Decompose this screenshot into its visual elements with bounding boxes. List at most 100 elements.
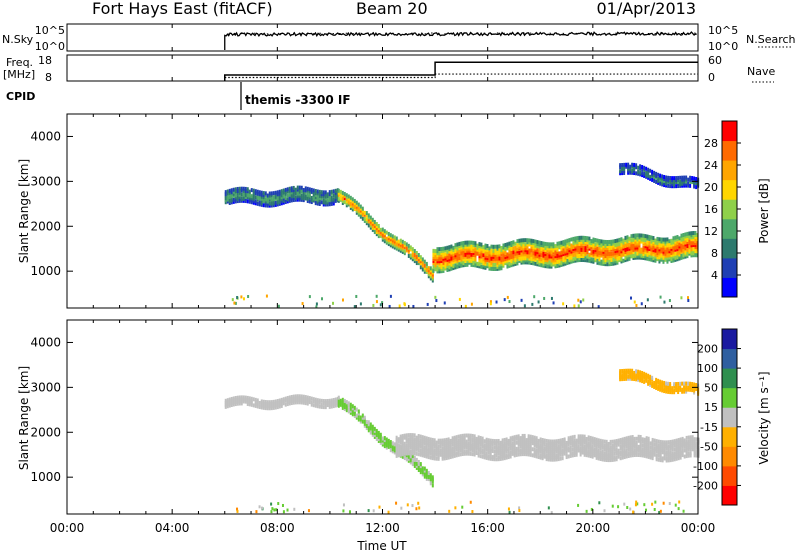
vel-echo-cell [599, 452, 602, 457]
vel-echo-cell [535, 438, 538, 443]
power-echo-cell [282, 194, 285, 199]
vel-echo-cell [507, 446, 510, 451]
vel-echo-cell [621, 449, 624, 454]
vel-echo-cell [629, 445, 632, 450]
power-echo-cell [632, 256, 635, 261]
vel-echo-cell [535, 454, 538, 459]
power-echo-cell [663, 179, 666, 184]
power-echo-cell [486, 264, 489, 269]
vel-echo-cell [457, 450, 460, 455]
vel-echo-cell [635, 450, 638, 455]
vel-echo-cell [507, 442, 510, 447]
vel-echo-cell [493, 455, 496, 460]
vel-echo-cell [639, 453, 642, 458]
vel-echo-cell [605, 445, 608, 450]
power-echo-cell [260, 194, 263, 199]
vel-echo-cell [603, 457, 606, 462]
vel-echo-cell [675, 450, 678, 455]
vel-echo-cell [547, 453, 550, 458]
vel-echo-cell [437, 440, 440, 445]
vel-echo-cell [627, 370, 630, 375]
x-axis-label: Time UT [356, 539, 407, 553]
power-echo-cell [631, 170, 634, 175]
power-echo-cell [411, 255, 414, 260]
power-echo-cell [560, 240, 563, 245]
power-echo-cell [373, 219, 376, 224]
vel-echo-cell [567, 448, 570, 453]
vel-echo-cell [643, 373, 646, 378]
power-echo-cell [679, 179, 682, 184]
power-echo-cell [647, 171, 650, 176]
vel-echo-cell [250, 402, 253, 407]
power-echo-cell [474, 249, 477, 254]
vel-echo-cell [615, 443, 618, 448]
vel-echo-cell [415, 445, 418, 450]
vel-echo-cell [431, 477, 434, 482]
vel-echo-cell [445, 445, 448, 450]
vel-echo-cell [601, 451, 604, 456]
power-echo-cell [627, 166, 630, 171]
vel-echo-cell [499, 452, 502, 457]
power-echo-cell [518, 258, 521, 263]
power-echo-cell [672, 254, 675, 259]
power-echo-cell [440, 267, 443, 272]
vel-echo-cell [653, 438, 656, 443]
vel-echo-cell [553, 451, 556, 456]
power-echo-cell [647, 167, 650, 172]
power-echo-cell [341, 201, 344, 206]
vel-echo-cell [673, 439, 676, 444]
power-echo-cell [330, 197, 333, 202]
power-echo-cell [662, 245, 665, 250]
power-echo-cell [434, 253, 437, 258]
power-echo-cell [377, 226, 380, 231]
power-echo-cell [570, 257, 573, 262]
vel-echo-cell [515, 452, 518, 457]
power-echo-cell [421, 257, 424, 262]
power-echo-cell [260, 200, 263, 205]
power-echo-cell [672, 242, 675, 247]
power-echo-cell [456, 244, 459, 249]
power-echo-cell [686, 254, 689, 259]
power-echo-cell [258, 200, 261, 205]
power-echo-cell [306, 198, 309, 203]
power-scatter-cell [308, 295, 311, 299]
power-echo-cell [264, 193, 267, 198]
vel-echo-cell [587, 449, 590, 454]
vel-echo-cell [487, 448, 490, 453]
vel-echo-cell [425, 472, 428, 477]
vel-echo-cell [226, 398, 229, 403]
velocity-ylabel: Slant Range [km] [17, 366, 31, 470]
power-echo-cell [534, 247, 537, 252]
vel-echo-cell [569, 441, 572, 446]
power-echo-cell [542, 259, 545, 264]
vel-echo-cell [405, 445, 408, 450]
vel-echo-cell [427, 475, 430, 480]
power-echo-cell [544, 258, 547, 263]
freq-trace [224, 61, 698, 81]
power-echo-cell [675, 178, 678, 183]
vel-echo-cell [545, 457, 548, 462]
power-echo-cell [432, 250, 435, 255]
vel-echo-cell [613, 445, 616, 450]
vel-scatter-cell [395, 501, 398, 505]
vel-echo-cell [495, 457, 498, 462]
power-echo-cell [522, 254, 525, 259]
vel-echo-cell [499, 442, 502, 447]
vel-echo-cell [675, 454, 678, 459]
power-echo-cell [576, 238, 579, 243]
vel-echo-cell [601, 455, 604, 460]
power-echo-cell [468, 252, 471, 257]
vel-echo-cell [509, 454, 512, 459]
vel-echo-cell [557, 455, 560, 460]
vel-echo-cell [689, 437, 692, 442]
vel-echo-cell [336, 398, 339, 403]
power-echo-cell [582, 258, 585, 263]
power-echo-cell [627, 170, 630, 175]
power-echo-cell [696, 239, 699, 244]
cpid-label: CPID [6, 90, 35, 103]
power-echo-cell [252, 196, 255, 201]
power-echo-cell [458, 247, 461, 252]
power-echo-cell [590, 253, 593, 258]
power-echo-cell [436, 267, 439, 272]
power-echo-cell [304, 190, 307, 195]
